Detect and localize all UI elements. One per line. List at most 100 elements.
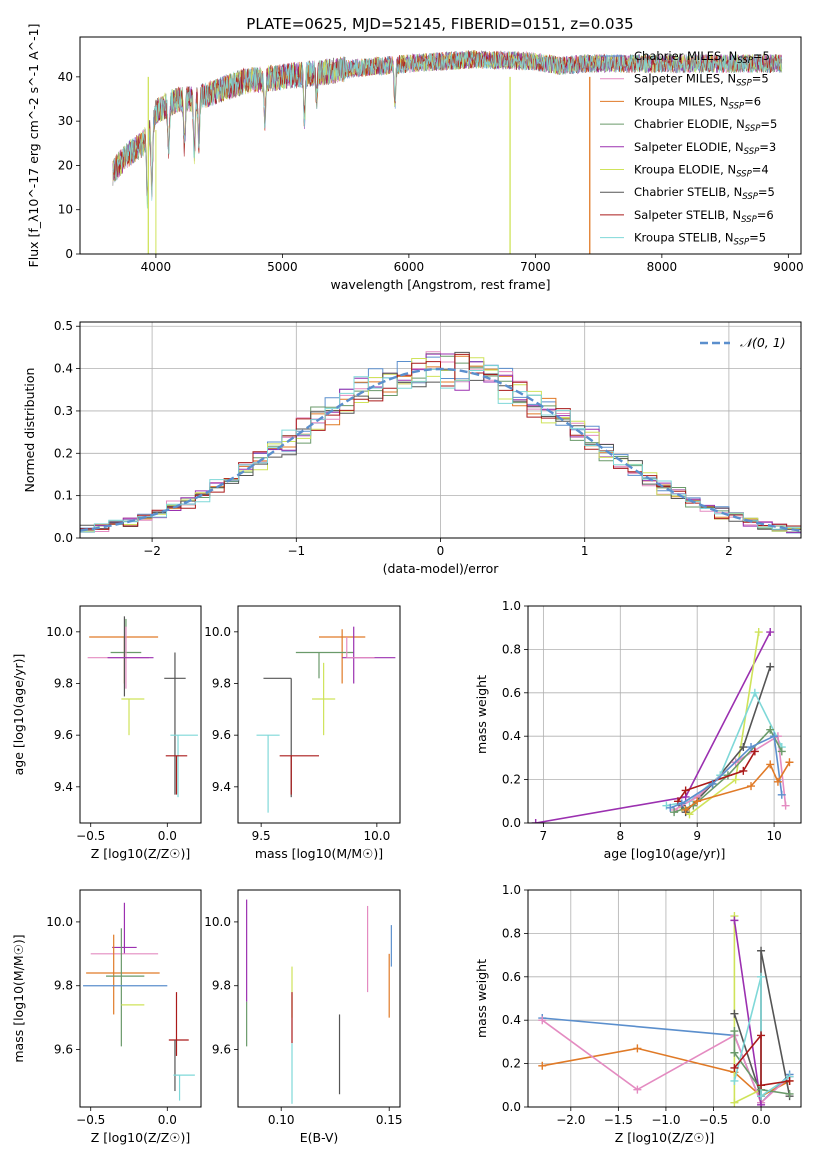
age_vs_mass-point (346, 637, 375, 659)
gaussian-curve (80, 367, 801, 532)
age_vs_mass-point (319, 629, 366, 684)
legend-label-sub: SSP (737, 56, 753, 66)
weight_vs_age-xlabel: age [log10(age/yr)] (604, 846, 726, 861)
weight_vs_age-marker (747, 782, 756, 791)
mass_vs_Z-point (173, 1074, 195, 1101)
weight_vs_Z-marker (757, 1031, 766, 1040)
legend-label-sub: SSP (734, 238, 750, 248)
age_vs_Z-ytick-label: 9.6 (54, 728, 73, 742)
residuals-xtick-label: 2 (725, 544, 733, 558)
weight_vs_Z-marker (785, 1089, 794, 1098)
residuals-ytick-label: 0.1 (54, 489, 73, 503)
legend-label: Salpeter MILES, NSSP=5 (634, 72, 769, 89)
age_vs_mass-ytick-label: 10.0 (204, 625, 231, 639)
legend-label-text: Chabrier ELODIE, N (634, 117, 745, 131)
weight_vs_age-axes: 7 8 9 10 0.0 0.2 0.4 0.6 0.8 1.0 age [log10(age/yr… (474, 599, 801, 861)
mass_vs_Z-xlabel: Z [log10(Z/Z☉)] (91, 1130, 191, 1145)
weight_vs_Z-marker (730, 1076, 739, 1085)
mass_vs_Z-point (106, 928, 145, 1047)
age_vs_Z-point (89, 636, 159, 684)
spectrum-ytick-label: 20 (58, 158, 73, 172)
age_vs_mass-point (256, 734, 280, 813)
legend-label-sub: SSP (736, 170, 752, 180)
age_vs_mass-ytick-label: 9.8 (212, 677, 231, 691)
legend-label-text: =5 (752, 72, 769, 86)
residuals-xtick-label: 1 (581, 544, 589, 558)
legend-label-text: Chabrier MILES, N (634, 49, 737, 63)
residual-legend: 𝒩(0, 1) (700, 335, 786, 350)
legend-label-sub: SSP (744, 147, 760, 157)
weight_vs_age-marker (677, 799, 686, 808)
spectrum-xlabel: wavelength [Angstrom, rest frame] (330, 277, 550, 292)
weight_vs_age-series-line (677, 750, 756, 802)
weight_vs_age-marker (670, 808, 679, 817)
legend-label-text: =6 (744, 94, 761, 108)
mass_vs_Z-point (168, 992, 189, 1056)
mass_vs_Z-point (86, 934, 160, 1015)
legend-label-text: Salpeter MILES, N (634, 72, 736, 86)
weight_vs_age-series-line (685, 761, 791, 811)
weight_vs_age-marker (777, 747, 786, 756)
residuals-ytick-label: 0.3 (54, 404, 73, 418)
spectrum-ylabel: Flux [f_λ10^-17 erg cm^-2 s^-1 A^-1] (26, 24, 41, 268)
age_vs_Z-frame (79, 605, 202, 824)
weight_vs_Z-marker (538, 1016, 547, 1025)
age_vs_mass-point (279, 755, 319, 795)
mass_vs_EBV-ytick-label: 9.6 (212, 1043, 231, 1057)
legend-label: Chabrier MILES, NSSP=5 (634, 49, 770, 66)
spectrum-plot (112, 49, 783, 254)
legend-label-sub: SSP (741, 215, 757, 225)
weight_vs_Z-series-line (733, 920, 762, 1105)
weight_vs_age-marker (770, 732, 779, 741)
spectrum-frame (79, 36, 802, 255)
legend-label-text: =5 (753, 49, 770, 63)
weight_vs_Z-ylabel: mass weight (474, 959, 489, 1038)
age_vs_mass-xtick-label: 10.0 (363, 829, 390, 843)
mass_vs_Z-ytick-label: 10.0 (46, 915, 73, 929)
weight_vs_age-marker (781, 801, 790, 810)
age_vs_Z-point (121, 698, 145, 736)
legend-label: Chabrier STELIB, NSSP=5 (634, 185, 775, 202)
legend-label-text: Kroupa ELODIE, N (634, 163, 736, 177)
legend-label-text: =4 (752, 163, 769, 177)
weight_vs_age-marker (777, 790, 786, 799)
age_vs_Z-ytick-label: 10.0 (46, 625, 73, 639)
weight_vs_Z-ytick-label: 0.8 (502, 926, 521, 940)
legend-label-sub: SSP (745, 124, 761, 134)
mass_vs_Z-ytick-label: 9.6 (54, 1043, 73, 1057)
weight_vs_age-marker (681, 786, 690, 795)
age_vs_Z-ytick-label: 9.4 (54, 780, 73, 794)
mass_vs_Z-frame (79, 889, 202, 1108)
weight_vs_age-marker (754, 628, 763, 637)
weight_vs_Z-ytick-label: 0.0 (502, 1100, 521, 1114)
mass_vs_EBV-xtick-label: 0.10 (268, 1113, 295, 1127)
mass_vs_Z-xtick-label: 0.0 (158, 1113, 177, 1127)
weight_vs_Z-xtick-label: −1.5 (604, 1113, 633, 1127)
age_vs_mass-point (312, 662, 336, 736)
weight_vs_age-marker (750, 688, 759, 697)
spectrum-xtick-label: 8000 (647, 260, 678, 274)
age_vs_mass-xtick-label: 9.5 (252, 829, 271, 843)
weight_vs_age-marker (773, 777, 782, 786)
age_vs_Z-xtick-label: −0.5 (76, 829, 105, 843)
mass_vs_EBV-ytick-label: 10.0 (204, 915, 231, 929)
spectrum-xtick-label: 6000 (394, 260, 425, 274)
mass_vs_EBV-xlabel: E(B-V) (300, 1130, 339, 1145)
weight_vs_age-xtick-label: 7 (540, 829, 548, 843)
weight_vs_Z-series-line (733, 1031, 790, 1095)
weight_vs_age-marker (708, 779, 717, 788)
weight_vs_age-marker (785, 758, 794, 767)
age_vs_mass-xlabel: mass [log10(M/M☉)] (255, 846, 383, 861)
mass_vs_Z-plot (83, 902, 195, 1101)
weight_vs_age-series-line (535, 631, 771, 823)
age_vs_mass-point (295, 651, 354, 679)
weight_vs_Z-ytick-label: 0.6 (502, 970, 521, 984)
legend-label-text: Salpeter STELIB, N (634, 208, 741, 222)
weight_vs_Z-ytick-label: 1.0 (502, 883, 521, 897)
weight_vs_Z-xtick-label: −0.5 (699, 1113, 728, 1127)
weight_vs_Z-xtick-label: 0.0 (752, 1113, 771, 1127)
weight_vs_age-xtick-label: 10 (766, 829, 781, 843)
residuals-axes: −2 −1 0 1 2 0.0 0.1 0.2 0.3 0.4 0.5 (data-model)/er… (22, 319, 801, 576)
spectrum-xtick-label: 5000 (267, 260, 298, 274)
